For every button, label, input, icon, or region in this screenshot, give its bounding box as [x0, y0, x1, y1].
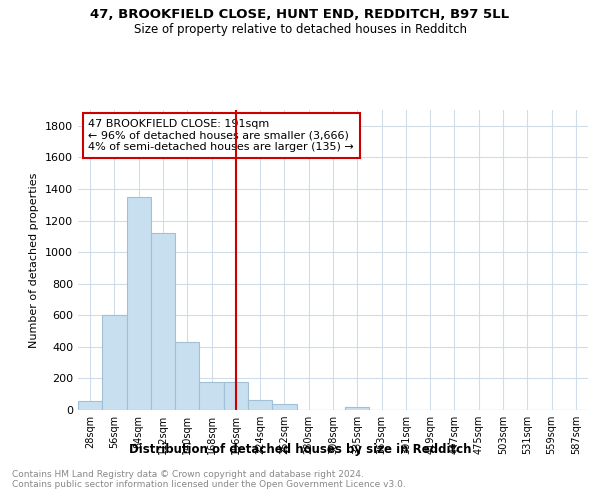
Bar [345, 407, 370, 410]
Bar [151, 233, 175, 410]
Bar [248, 400, 272, 410]
Text: Contains HM Land Registry data © Crown copyright and database right 2024.
Contai: Contains HM Land Registry data © Crown c… [12, 470, 406, 490]
Text: Size of property relative to detached houses in Redditch: Size of property relative to detached ho… [133, 22, 467, 36]
Bar [175, 342, 199, 410]
Bar [199, 382, 224, 410]
Text: 47 BROOKFIELD CLOSE: 191sqm
← 96% of detached houses are smaller (3,666)
4% of s: 47 BROOKFIELD CLOSE: 191sqm ← 96% of det… [88, 119, 354, 152]
Bar [272, 404, 296, 410]
Text: Distribution of detached houses by size in Redditch: Distribution of detached houses by size … [129, 442, 471, 456]
Bar [127, 197, 151, 410]
Text: 47, BROOKFIELD CLOSE, HUNT END, REDDITCH, B97 5LL: 47, BROOKFIELD CLOSE, HUNT END, REDDITCH… [91, 8, 509, 20]
Bar [78, 400, 102, 410]
Bar [224, 382, 248, 410]
Y-axis label: Number of detached properties: Number of detached properties [29, 172, 40, 348]
Bar [102, 316, 127, 410]
